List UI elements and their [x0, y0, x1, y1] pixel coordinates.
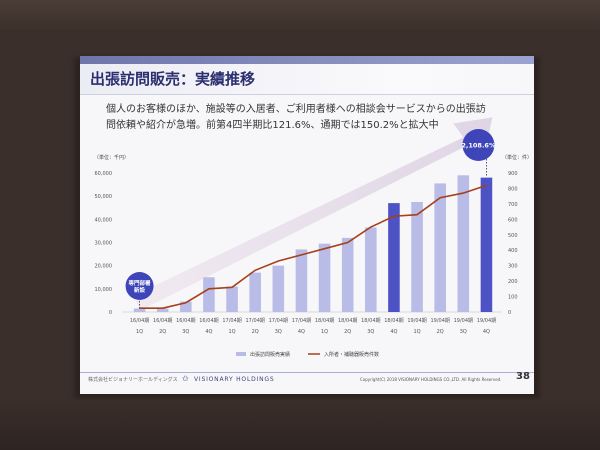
left-tick-label: 0 [109, 310, 112, 316]
page-number: 38 [516, 371, 530, 382]
right-tick-label: 500 [508, 233, 518, 239]
bar [295, 249, 308, 312]
category-quarter-label: 1Q [321, 329, 328, 335]
bar [156, 308, 169, 312]
category-period-label: 18/04期 [315, 318, 334, 324]
footer-copyright: Copyright(C) 2018 VISIONARY HOLDINGS CO.… [360, 377, 502, 382]
footer-company-name: 株式会社ビジョナリーホールディングス [88, 377, 178, 383]
category-period-label: 17/04期 [292, 318, 311, 324]
category-period-label: 16/04期 [199, 318, 218, 324]
right-tick-label: 700 [508, 202, 518, 208]
bar [133, 308, 146, 312]
right-tick-label: 100 [508, 295, 518, 301]
description-line: 個人のお客様のほか、施設等の入居者、ご利用者様への相談会サービスからの出張訪 [106, 104, 486, 115]
category-period-label: 16/04期 [176, 318, 195, 324]
category-period-label: 19/04期 [454, 318, 473, 324]
category-period-label: 16/04期 [153, 318, 172, 324]
right-tick-label: 900 [508, 171, 518, 177]
end-badge-label: 2,108.6% [461, 142, 496, 150]
footer-divider [80, 372, 534, 373]
description-line: 問依頼や紹介が急増。前第4四半期比121.6%、通期では150.2%と拡大中 [106, 120, 439, 131]
star-icon: ✩ [182, 374, 189, 383]
category-quarter-label: 4Q [205, 329, 212, 335]
category-quarter-label: 3Q [460, 329, 467, 335]
left-tick-label: 40,000 [95, 217, 113, 223]
category-quarter-label: 4Q [298, 329, 305, 335]
room-floor [0, 400, 600, 450]
left-tick-label: 20,000 [95, 264, 113, 270]
footer-logo-text: VISIONARY HOLDINGS [194, 376, 275, 383]
start-badge-label: 専門部署 [129, 279, 152, 287]
category-period-label: 17/04期 [245, 318, 264, 324]
category-quarter-label: 2Q [159, 329, 166, 335]
slide-top-bar [80, 56, 534, 64]
right-tick-label: 800 [508, 186, 518, 192]
bar [457, 175, 470, 312]
start-badge-label: 新設 [134, 286, 146, 294]
room-background [0, 0, 600, 30]
right-tick-label: 600 [508, 217, 518, 223]
legend-bar-label: 出張訪問販売実績 [250, 351, 290, 358]
sales-chart: （単位：千円） （単位：件） 0 10,000 20,000 30,000 40,000 50… [94, 117, 532, 358]
category-quarter-label: 1Q [136, 329, 143, 335]
bar [434, 183, 446, 312]
category-quarter-label: 2Q [437, 329, 444, 335]
legend-line-label: 入所者・補聴器販売件数 [324, 351, 379, 358]
category-quarter-label: 4Q [483, 329, 490, 335]
category-period-label: 19/04期 [477, 318, 496, 324]
right-tick-label: 300 [508, 264, 518, 270]
category-quarter-label: 4Q [390, 329, 397, 335]
right-tick-label: 200 [508, 279, 518, 285]
category-quarter-label: 3Q [275, 329, 282, 335]
bar [180, 301, 192, 312]
bar [341, 237, 354, 312]
title-band [80, 64, 534, 95]
category-period-label: 19/04期 [430, 318, 449, 324]
end-badge [462, 129, 495, 161]
category-quarter-label: 1Q [414, 329, 421, 335]
bar [226, 286, 238, 312]
category-period-label: 18/04期 [338, 318, 357, 324]
category-period-label: 17/04期 [269, 318, 288, 324]
slide-description: 個人のお客様のほか、施設等の入居者、ご利用者様への相談会サービスからの出張訪 問… [106, 102, 526, 134]
right-tick-label: 0 [508, 310, 511, 316]
bar [480, 177, 493, 312]
left-tick-label: 30,000 [95, 241, 113, 247]
bar [272, 265, 285, 312]
category-period-label: 19/04期 [407, 318, 426, 324]
left-tick-label: 60,000 [95, 171, 113, 177]
bar [249, 272, 261, 312]
category-period-label: 18/04期 [361, 318, 380, 324]
left-tick-label: 10,000 [95, 287, 113, 293]
right-axis-unit: （単位：件） [502, 154, 532, 161]
bar [388, 203, 400, 312]
category-quarter-label: 3Q [367, 329, 374, 335]
category-quarter-label: 3Q [182, 329, 189, 335]
start-badge [125, 272, 154, 300]
left-tick-label: 50,000 [95, 194, 113, 200]
bar [365, 227, 377, 312]
category-quarter-label: 2Q [252, 329, 259, 335]
series-line [139, 184, 487, 309]
slide-title: 出張訪問販売：実績推移 [90, 70, 256, 88]
right-tick-label: 400 [508, 248, 518, 254]
category-period-label: 18/04期 [384, 318, 403, 324]
bar [318, 243, 331, 312]
presentation-slide: 出張訪問販売：実績推移 個人のお客様のほか、施設等の入居者、ご利用者様への相談会… [80, 56, 534, 394]
left-axis-unit: （単位：千円） [94, 154, 129, 161]
category-period-label: 16/04期 [130, 318, 149, 324]
bar [411, 201, 423, 312]
category-quarter-label: 1Q [229, 329, 236, 335]
category-period-label: 17/04期 [222, 318, 241, 324]
category-quarter-label: 2Q [344, 329, 351, 335]
bar [203, 277, 215, 312]
growth-arrow [135, 117, 493, 310]
legend-bar-swatch [236, 352, 246, 356]
